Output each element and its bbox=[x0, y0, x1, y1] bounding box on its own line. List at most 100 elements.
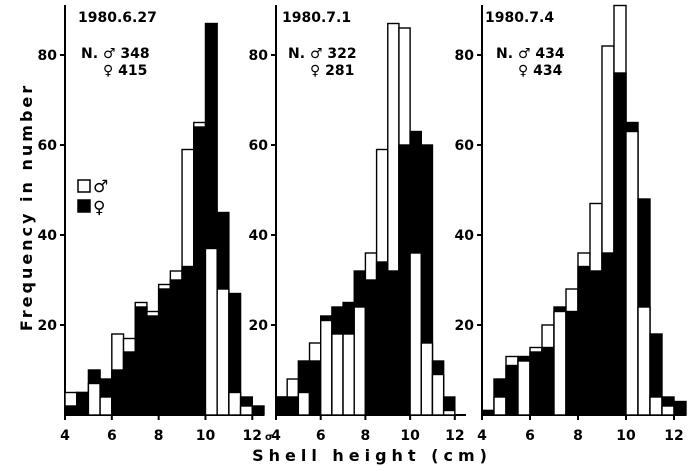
y-tick-label: 20 bbox=[249, 318, 269, 334]
female-bar bbox=[387, 270, 400, 416]
panel-n-prefix: N. bbox=[81, 46, 98, 62]
x-tick-label: 6 bbox=[525, 428, 535, 444]
male-bar bbox=[87, 382, 101, 416]
male-bar bbox=[353, 306, 367, 416]
female-bar bbox=[308, 360, 322, 416]
panel-male-count: ♂ 348 bbox=[103, 46, 150, 62]
y-tick-label: 60 bbox=[38, 138, 58, 154]
x-tick-label: 8 bbox=[154, 428, 164, 444]
female-bar bbox=[134, 306, 148, 416]
female-bar bbox=[193, 126, 207, 416]
female-bar bbox=[375, 261, 389, 416]
male-bar bbox=[637, 306, 651, 416]
x-tick-label: 10 bbox=[196, 428, 216, 444]
y-tick-label: 40 bbox=[249, 228, 269, 244]
y-tick-label: 80 bbox=[38, 48, 58, 64]
panel-female-count: ♀ 415 bbox=[103, 63, 147, 79]
male-bar bbox=[661, 405, 675, 416]
female-bar bbox=[251, 405, 265, 416]
x-tick-label: 4 bbox=[477, 428, 487, 444]
legend-female-swatch bbox=[77, 199, 91, 213]
male-bar bbox=[420, 342, 434, 416]
male-bar bbox=[442, 409, 456, 416]
female-bar bbox=[529, 351, 543, 416]
male-bar bbox=[204, 247, 218, 416]
panel-n-prefix: N. bbox=[288, 46, 305, 62]
male-bar bbox=[239, 405, 253, 416]
y-tick-label: 20 bbox=[38, 318, 58, 334]
male-bar bbox=[649, 396, 663, 416]
x-tick-label: 12 bbox=[445, 428, 464, 444]
panel-date: 1980.7.1 bbox=[282, 10, 351, 26]
male-bar bbox=[342, 333, 355, 416]
male-bar bbox=[331, 333, 344, 416]
panel-1980-7-4: 1980.7.4 N. ♂ 434 ♀ 434 20 40 60 80 4 6 8 10 12 bbox=[455, 4, 687, 444]
male-bar bbox=[553, 310, 567, 416]
y-tick-label: 40 bbox=[455, 228, 475, 244]
female-bar bbox=[76, 391, 90, 416]
panel-date: 1980.7.4 bbox=[485, 10, 554, 26]
y-tick-label: 60 bbox=[455, 138, 475, 154]
x-tick-label: 12 bbox=[664, 428, 683, 444]
panel-1980-6-27: 1980.6.27 N. ♂ 348 ♀ 415 20 40 60 80 4 6 8 10 12 bbox=[38, 5, 265, 444]
x-tick-label: 4 bbox=[271, 428, 281, 444]
female-bar bbox=[146, 315, 160, 416]
female-bar bbox=[565, 310, 579, 416]
female-bar bbox=[577, 265, 591, 416]
female-bar bbox=[275, 396, 288, 416]
female-bar bbox=[181, 265, 195, 416]
x-tick-label: 8 bbox=[573, 428, 583, 444]
female-bar bbox=[601, 252, 615, 416]
male-bar bbox=[431, 373, 445, 416]
female-bar bbox=[541, 346, 555, 416]
x-tick-label: 6 bbox=[316, 428, 326, 444]
female-bar bbox=[481, 409, 495, 416]
female-bar bbox=[157, 288, 172, 416]
panel-female-count: ♀ 434 bbox=[518, 63, 563, 79]
panel-date: 1980.6.27 bbox=[78, 10, 157, 26]
x-tick-label: 10 bbox=[616, 428, 636, 444]
female-bar bbox=[673, 400, 687, 416]
x-tick-label: 12 bbox=[243, 428, 262, 444]
y-tick-label: 60 bbox=[249, 138, 269, 154]
panel-1980-7-1: 1980.7.1 N. ♂ 322 ♀ 281 20 40 60 80 4 6 8 10 12 bbox=[249, 5, 466, 444]
y-tick-label: 80 bbox=[249, 48, 269, 64]
y-tick-label: 20 bbox=[455, 318, 475, 334]
x-tick-label: 4 bbox=[60, 428, 70, 444]
female-bar bbox=[613, 72, 627, 416]
female-bar bbox=[122, 351, 136, 416]
male-bar bbox=[493, 396, 507, 416]
y-axis-label: Frequency in number bbox=[17, 83, 36, 331]
panel-n-prefix: N. bbox=[496, 46, 513, 62]
y-tick-label: 40 bbox=[38, 228, 58, 244]
panel-male-count: ♂ 322 bbox=[310, 46, 357, 62]
male-bar bbox=[216, 288, 230, 416]
legend: ♂ ♀ bbox=[77, 177, 108, 218]
x-tick-label: 6 bbox=[107, 428, 117, 444]
male-bar bbox=[625, 130, 639, 416]
male-bar bbox=[320, 319, 333, 416]
y-tick-label: 80 bbox=[455, 48, 475, 64]
male-bar bbox=[99, 396, 113, 416]
female-bar bbox=[589, 270, 603, 416]
male-bar bbox=[409, 252, 422, 416]
female-bar bbox=[364, 279, 378, 416]
male-bar bbox=[517, 360, 531, 416]
x-axis-label: Shell height (cm) bbox=[252, 446, 492, 465]
male-bar bbox=[297, 391, 311, 416]
legend-male-swatch bbox=[77, 179, 91, 193]
stray-mark: σ bbox=[265, 432, 273, 443]
legend-male-symbol: ♂ bbox=[93, 177, 108, 197]
female-bar bbox=[64, 405, 78, 416]
panel-male-count: ♂ 434 bbox=[518, 46, 565, 62]
female-bar bbox=[505, 364, 519, 416]
female-bar bbox=[169, 279, 183, 416]
legend-female-symbol: ♀ bbox=[93, 198, 105, 218]
female-bar bbox=[111, 369, 125, 416]
panel-female-count: ♀ 281 bbox=[310, 63, 354, 79]
female-bar bbox=[398, 144, 411, 416]
female-bar bbox=[286, 396, 300, 416]
male-bar bbox=[228, 391, 242, 416]
x-tick-label: 10 bbox=[400, 428, 420, 444]
